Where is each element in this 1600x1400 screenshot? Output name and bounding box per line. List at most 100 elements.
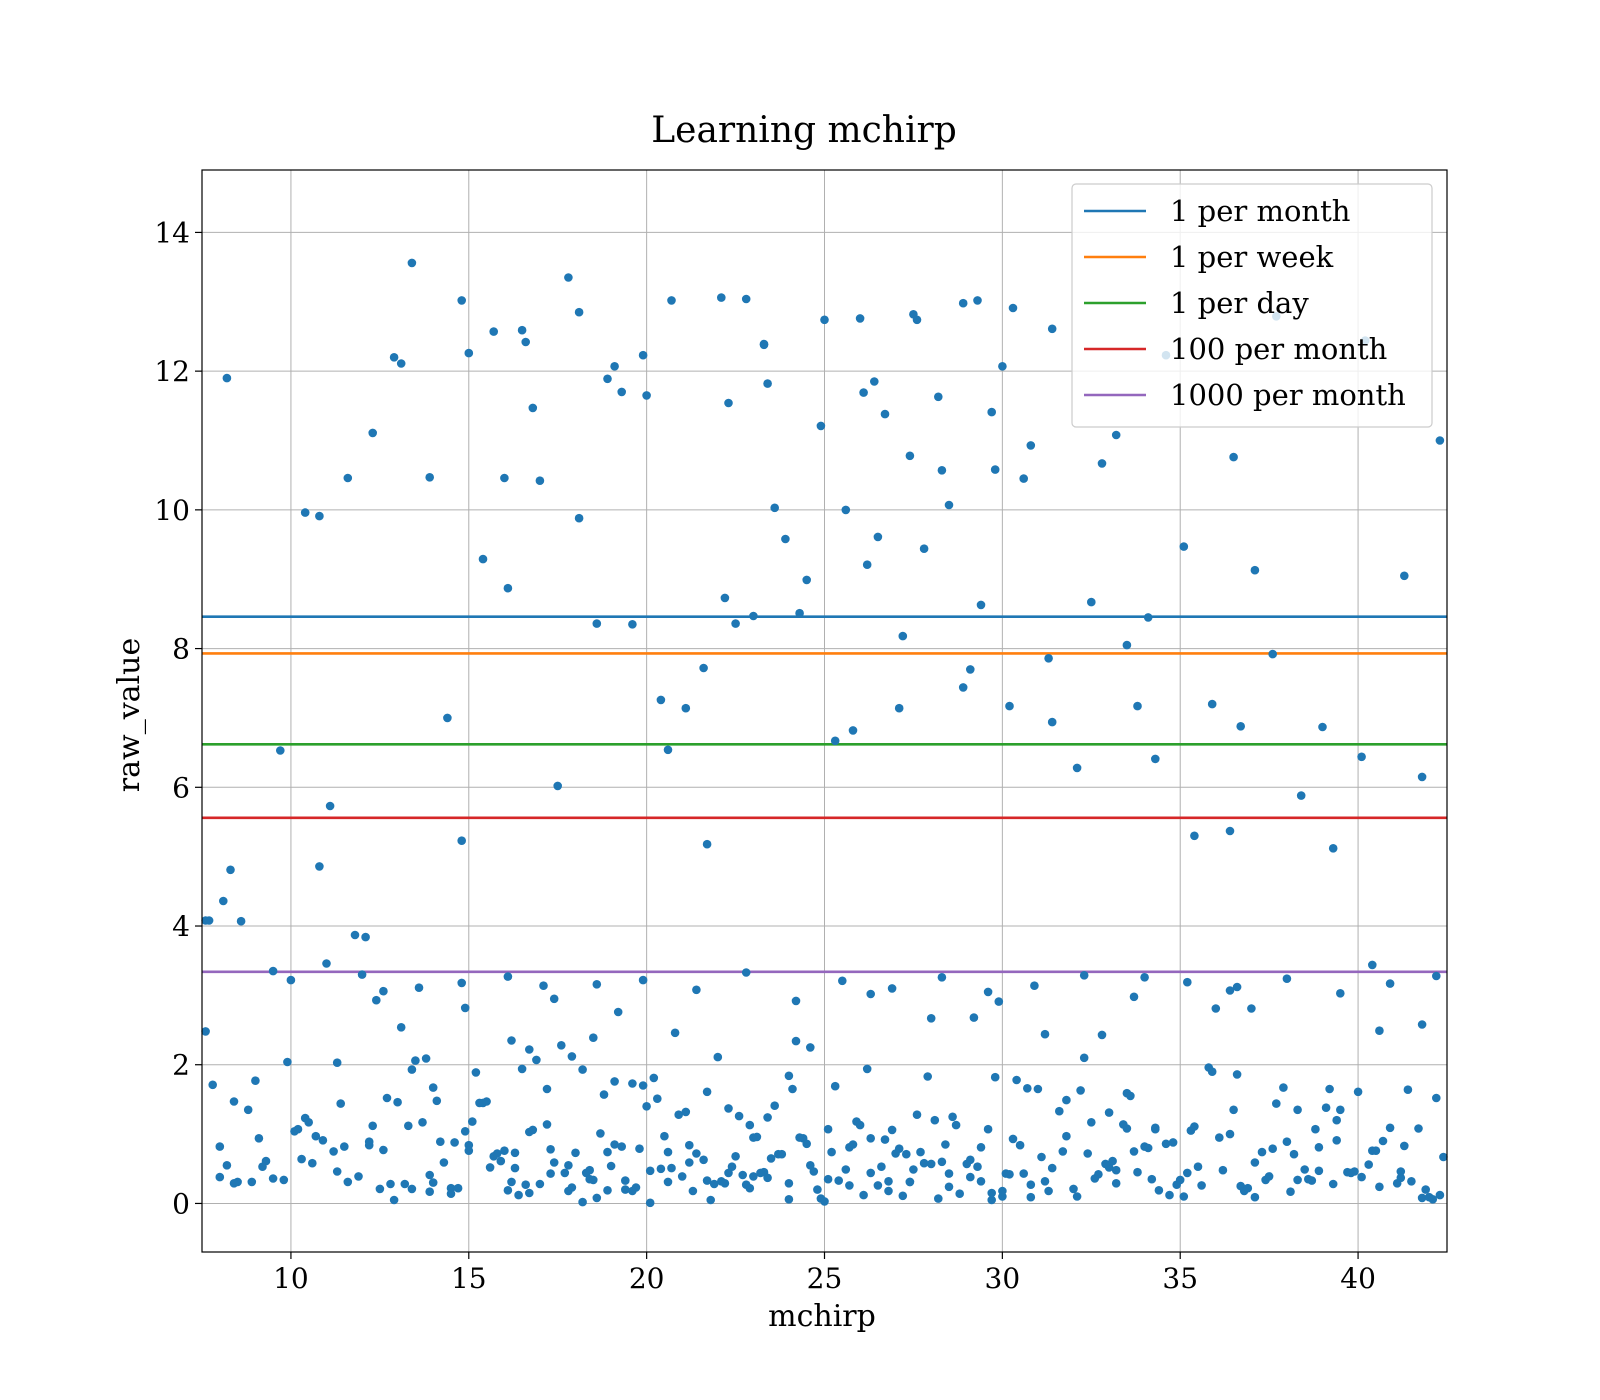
data-point <box>1175 1175 1185 1185</box>
data-point <box>926 1159 936 1169</box>
data-point <box>1357 1172 1366 1182</box>
data-point <box>1396 1167 1406 1176</box>
data-point <box>802 1139 811 1149</box>
data-point <box>1282 1137 1292 1146</box>
data-point <box>788 1084 797 1094</box>
data-point <box>1293 1175 1302 1185</box>
data-point <box>663 1177 673 1187</box>
data-point <box>941 1140 950 1149</box>
data-point <box>966 1172 975 1182</box>
data-point <box>510 1163 520 1173</box>
data-point <box>1321 1103 1331 1112</box>
data-point <box>1111 430 1121 440</box>
data-point <box>1087 1118 1096 1127</box>
legend-label-1: 1 per week <box>1170 240 1334 274</box>
data-point <box>628 1079 637 1088</box>
data-point <box>1279 1083 1288 1092</box>
data-point <box>770 503 779 513</box>
data-point <box>432 1096 442 1106</box>
data-point <box>912 1110 922 1119</box>
data-point <box>400 1179 410 1189</box>
data-point <box>485 1163 495 1172</box>
data-point <box>617 387 626 397</box>
data-point <box>475 1098 484 1108</box>
data-point <box>1414 1124 1423 1133</box>
data-point <box>998 362 1007 371</box>
data-point <box>300 508 310 517</box>
data-point <box>535 1179 545 1189</box>
data-point <box>702 1087 712 1097</box>
data-point <box>1318 722 1327 732</box>
data-point <box>1154 1186 1164 1195</box>
data-point <box>685 1140 694 1150</box>
data-point <box>496 1156 506 1166</box>
data-point <box>813 1185 822 1194</box>
data-point <box>1062 1095 1071 1105</box>
data-point <box>884 1186 893 1196</box>
data-point <box>1005 701 1014 711</box>
data-point <box>1058 1147 1068 1156</box>
data-point <box>845 1181 854 1190</box>
data-point <box>1314 1143 1324 1152</box>
data-point <box>884 1177 893 1186</box>
data-point <box>855 1120 865 1130</box>
data-point <box>887 1125 897 1135</box>
data-point <box>1151 1124 1160 1134</box>
data-point <box>229 1179 239 1188</box>
data-point <box>1215 1133 1224 1142</box>
data-point <box>500 473 509 483</box>
data-point <box>724 1168 733 1178</box>
data-point <box>1168 1138 1178 1147</box>
data-point <box>329 1147 338 1156</box>
data-point <box>1179 542 1189 551</box>
data-point <box>407 1184 417 1194</box>
data-point <box>414 983 424 992</box>
data-point <box>706 1195 715 1205</box>
data-point <box>258 1162 267 1171</box>
data-point <box>951 1120 961 1130</box>
data-point <box>1190 831 1199 841</box>
data-point <box>958 298 968 308</box>
data-point <box>1111 1165 1121 1175</box>
data-point <box>525 1045 534 1054</box>
data-point <box>322 959 331 968</box>
data-point <box>1104 1108 1114 1117</box>
data-point <box>574 513 584 523</box>
data-point <box>681 703 691 713</box>
data-point <box>1257 1147 1267 1157</box>
x-tick-label: 25 <box>807 1262 843 1295</box>
data-point <box>226 865 235 875</box>
data-point <box>862 560 872 569</box>
data-point <box>1403 1085 1413 1094</box>
legend-label-2: 1 per day <box>1170 286 1309 320</box>
data-point <box>229 1097 239 1106</box>
data-point <box>944 1169 954 1178</box>
data-point <box>468 1117 477 1126</box>
data-point <box>677 1172 687 1181</box>
data-point <box>478 554 488 564</box>
data-point <box>745 1183 755 1193</box>
data-point <box>1250 565 1260 575</box>
data-point <box>525 1188 534 1198</box>
data-point <box>823 1174 833 1184</box>
data-point <box>283 1057 292 1067</box>
data-point <box>603 374 612 384</box>
data-point <box>439 1158 449 1167</box>
data-point <box>1336 1105 1345 1115</box>
points-layer <box>201 258 1448 1208</box>
data-point <box>713 1052 723 1062</box>
data-point <box>460 1003 470 1013</box>
data-point <box>937 973 947 982</box>
data-point <box>770 1101 779 1110</box>
data-point <box>709 1179 719 1189</box>
data-point <box>621 1176 630 1185</box>
data-point <box>1097 1030 1107 1040</box>
data-point <box>763 379 772 388</box>
data-point <box>1385 1123 1395 1133</box>
data-point <box>1111 1179 1121 1188</box>
data-point <box>1385 979 1395 988</box>
data-point <box>905 451 915 461</box>
data-point <box>1225 986 1235 995</box>
data-point <box>236 916 246 926</box>
data-point <box>407 258 417 268</box>
